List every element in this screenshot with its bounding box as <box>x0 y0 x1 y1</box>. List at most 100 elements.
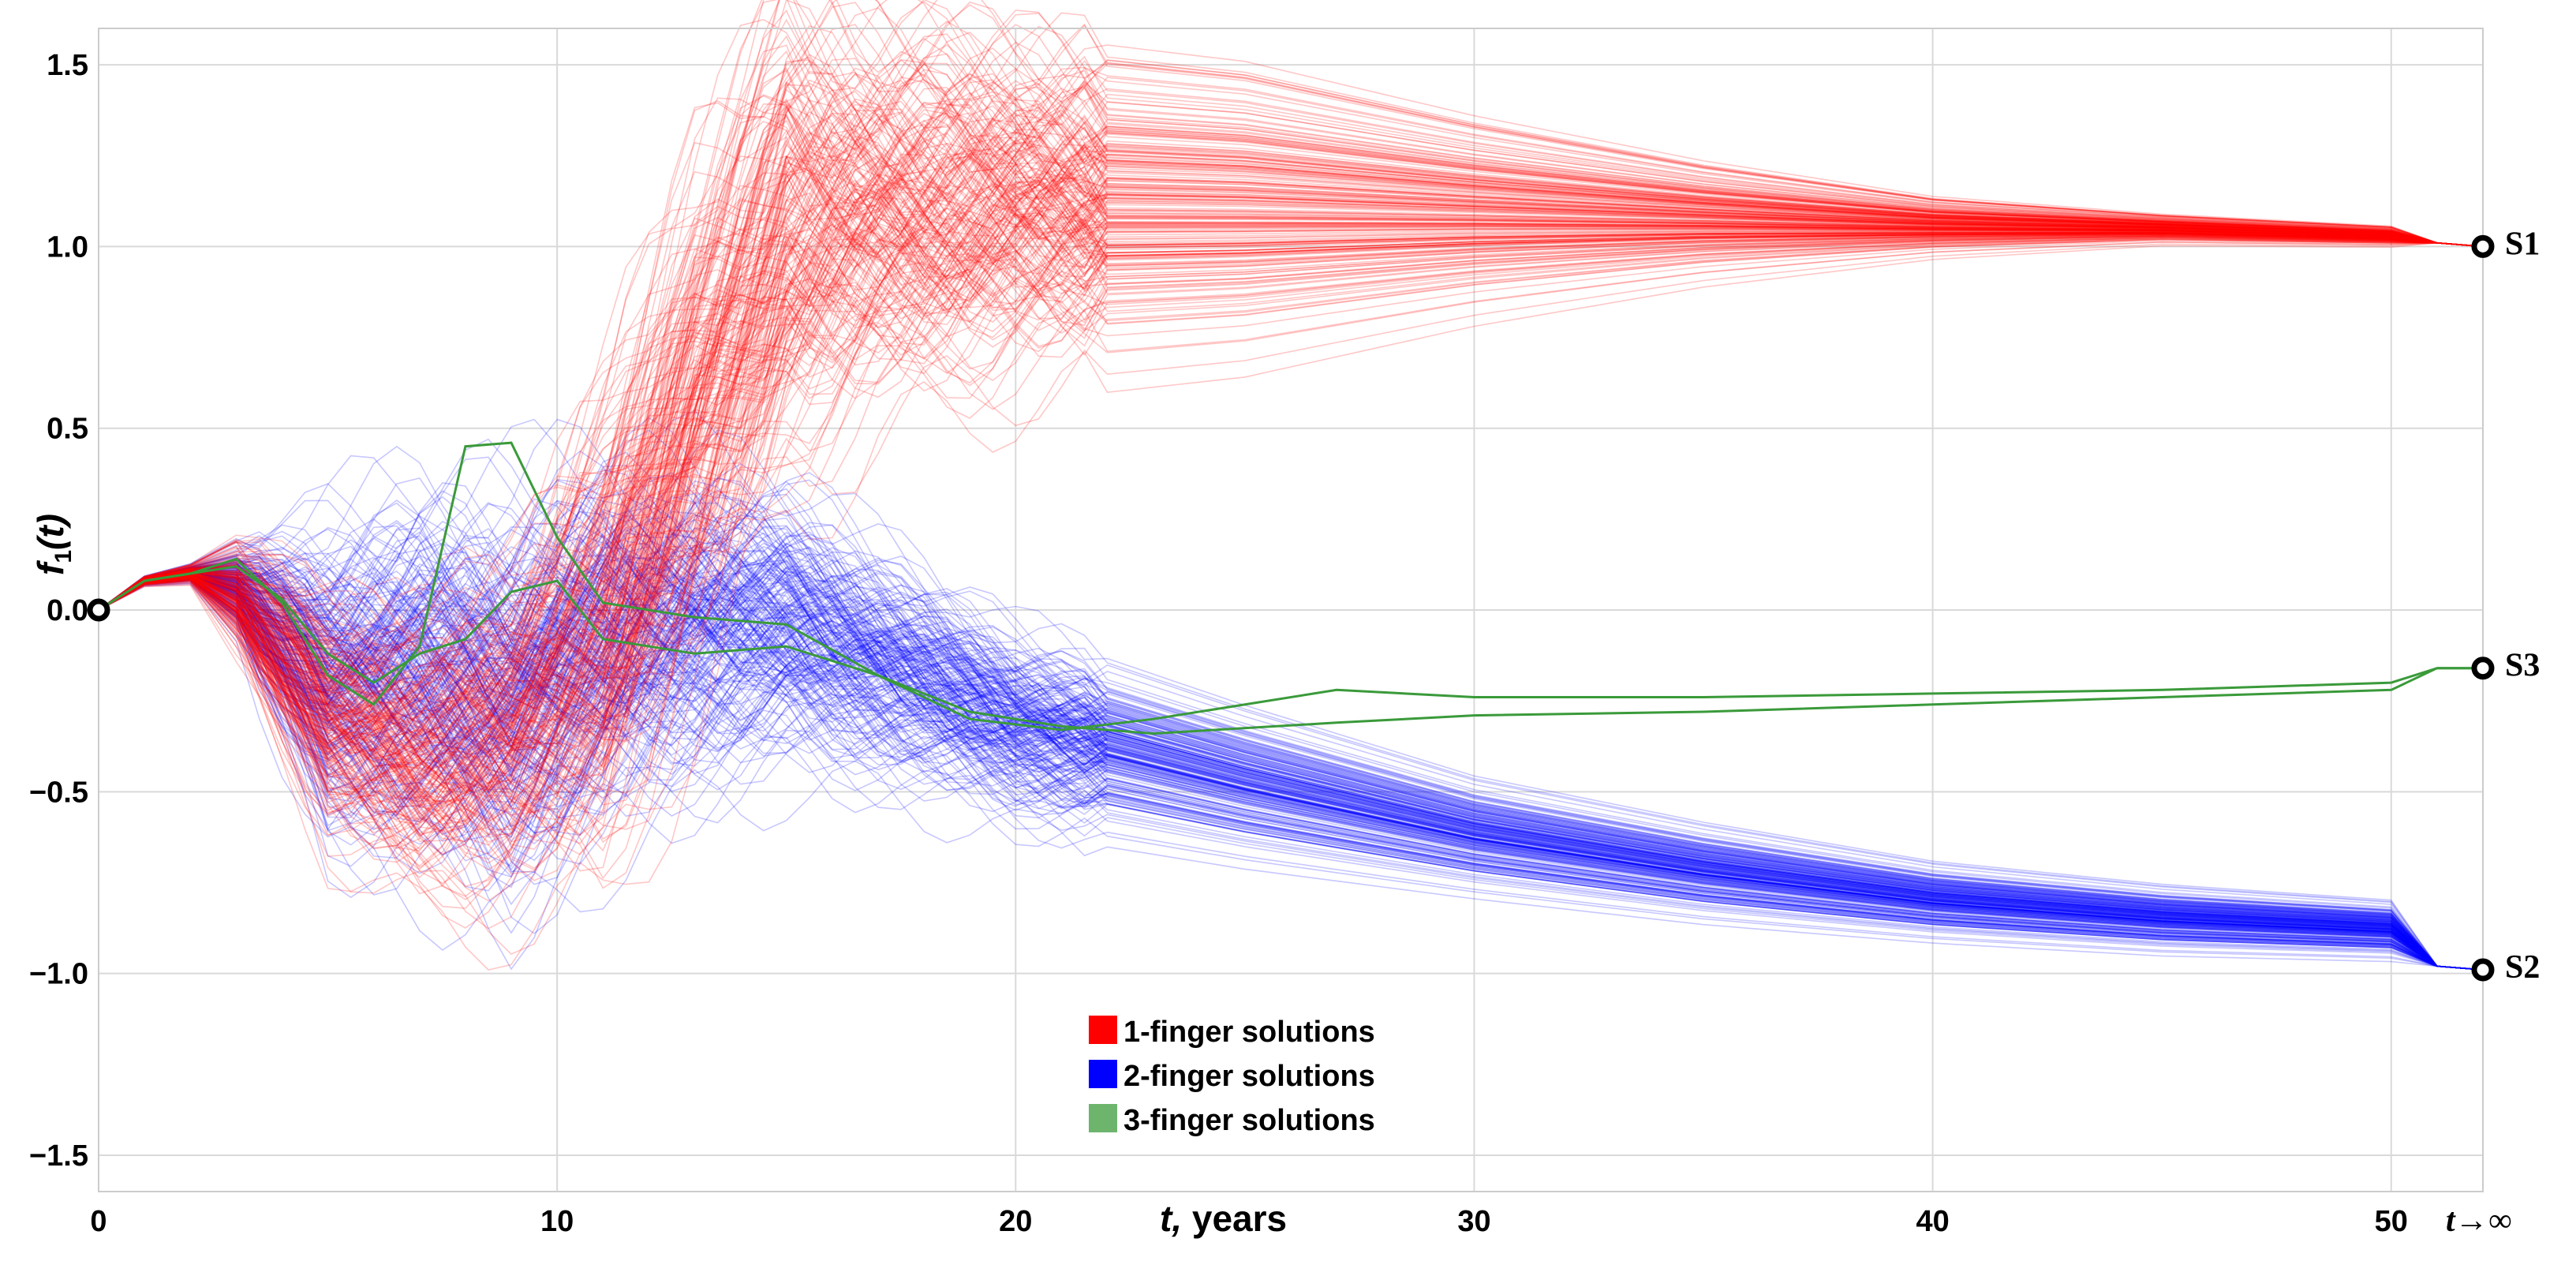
series-line <box>98 0 2484 651</box>
series-line <box>98 234 2484 855</box>
series-line <box>98 562 2484 971</box>
series-line <box>98 556 2484 971</box>
series-line <box>98 238 2484 881</box>
series-line <box>98 574 2484 971</box>
series-line <box>98 546 2484 971</box>
series-line <box>98 148 2484 780</box>
series-line <box>98 520 2484 971</box>
series-line <box>98 98 2484 736</box>
series-ensemble <box>98 410 2484 971</box>
series-line <box>98 209 2484 833</box>
series-line <box>98 179 2484 805</box>
series-line <box>98 210 2484 807</box>
series-line <box>98 582 2484 971</box>
series-line <box>98 572 2484 971</box>
series-line <box>98 134 2484 767</box>
series-line <box>98 571 2484 971</box>
series-line <box>98 574 2484 971</box>
series-line <box>98 170 2484 788</box>
series-line <box>98 574 2484 971</box>
series-line <box>98 111 2484 739</box>
legend-swatch-blue <box>1089 1060 1117 1088</box>
series-line <box>98 511 2484 971</box>
series-line <box>98 155 2484 766</box>
series-line <box>98 571 2484 971</box>
series-line <box>98 530 2484 971</box>
series-line <box>98 220 2484 821</box>
series-line <box>98 63 2484 686</box>
series-line <box>98 230 2484 851</box>
series-line <box>98 563 2484 971</box>
series-line <box>98 451 2484 971</box>
series-line <box>98 184 2484 803</box>
series-line <box>98 224 2484 844</box>
series-line <box>98 211 2484 825</box>
series-line <box>98 119 2484 739</box>
series-line <box>98 235 2484 869</box>
series-line <box>98 132 2484 748</box>
series-line <box>98 571 2484 971</box>
series-line <box>98 511 2484 971</box>
series-line <box>98 112 2484 730</box>
series-line <box>98 241 2484 956</box>
series-line <box>98 234 2484 855</box>
series-line <box>98 578 2484 971</box>
series-line <box>98 71 2484 724</box>
series-line <box>98 573 2484 971</box>
series-line <box>98 0 2484 632</box>
series-line <box>98 173 2484 795</box>
series-line <box>98 574 2484 971</box>
series-line <box>98 172 2484 799</box>
series-line <box>98 237 2484 885</box>
series-line <box>98 571 2484 971</box>
series-line <box>98 225 2484 842</box>
series-line <box>98 236 2484 870</box>
series-line <box>98 241 2484 971</box>
series-line <box>98 217 2484 814</box>
series-line <box>98 572 2484 971</box>
series-line <box>98 238 2484 902</box>
series-line <box>98 218 2484 831</box>
series-line <box>98 204 2484 821</box>
series-line <box>98 574 2484 971</box>
end-point-marker <box>2471 657 2495 680</box>
series-line <box>98 177 2484 792</box>
series-line <box>98 573 2484 971</box>
series-line <box>98 237 2484 870</box>
series-line <box>98 150 2484 769</box>
series-line <box>98 113 2484 753</box>
series-line <box>98 202 2484 821</box>
series-line <box>98 217 2484 836</box>
series-line <box>98 186 2484 815</box>
y-tick-label: 1.0 <box>47 230 88 264</box>
series-line <box>98 180 2484 806</box>
series-line <box>98 162 2484 786</box>
series-line <box>98 450 2484 971</box>
series-line <box>98 480 2484 971</box>
series-line <box>98 88 2484 737</box>
series-line <box>98 204 2484 823</box>
series-line <box>98 508 2484 971</box>
series-line <box>98 578 2484 971</box>
series-line <box>98 477 2484 971</box>
series-line <box>98 564 2484 971</box>
series-line <box>98 578 2484 971</box>
series-line <box>98 191 2484 802</box>
series-line <box>98 529 2484 971</box>
series-line <box>98 148 2484 760</box>
series-line <box>98 573 2484 971</box>
series-line <box>98 574 2484 971</box>
series-line <box>98 179 2484 803</box>
series-line <box>98 238 2484 888</box>
series-line <box>98 171 2484 791</box>
series-line <box>98 234 2484 834</box>
series-line <box>98 580 2484 971</box>
series-line <box>98 576 2484 971</box>
series-line <box>98 118 2484 745</box>
series-line <box>98 574 2484 971</box>
series-line <box>98 0 2484 642</box>
series-line <box>98 102 2484 718</box>
series-line <box>98 475 2484 971</box>
legend-label: 1-finger solutions <box>1123 1016 1375 1049</box>
series-line <box>98 223 2484 838</box>
